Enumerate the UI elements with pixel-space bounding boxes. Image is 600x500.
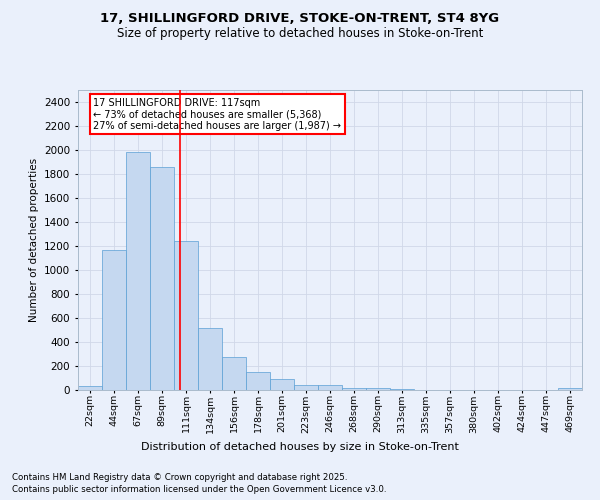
Bar <box>390 389 414 390</box>
Text: Distribution of detached houses by size in Stoke-on-Trent: Distribution of detached houses by size … <box>141 442 459 452</box>
Y-axis label: Number of detached properties: Number of detached properties <box>29 158 38 322</box>
Text: Contains public sector information licensed under the Open Government Licence v3: Contains public sector information licen… <box>12 485 386 494</box>
Text: 17 SHILLINGFORD DRIVE: 117sqm
← 73% of detached houses are smaller (5,368)
27% o: 17 SHILLINGFORD DRIVE: 117sqm ← 73% of d… <box>93 98 341 130</box>
Bar <box>150 167 174 390</box>
Text: 17, SHILLINGFORD DRIVE, STOKE-ON-TRENT, ST4 8YG: 17, SHILLINGFORD DRIVE, STOKE-ON-TRENT, … <box>100 12 500 26</box>
Bar <box>174 240 198 390</box>
Bar <box>366 388 390 390</box>
Bar <box>222 357 246 390</box>
Text: Contains HM Land Registry data © Crown copyright and database right 2025.: Contains HM Land Registry data © Crown c… <box>12 472 347 482</box>
Text: Size of property relative to detached houses in Stoke-on-Trent: Size of property relative to detached ho… <box>117 28 483 40</box>
Bar <box>270 378 294 390</box>
Bar <box>102 250 126 390</box>
Bar <box>126 152 150 390</box>
Bar <box>246 372 270 390</box>
Bar <box>294 384 318 390</box>
Bar <box>342 388 366 390</box>
Bar <box>198 328 222 390</box>
Bar <box>558 388 582 390</box>
Bar <box>318 384 342 390</box>
Bar <box>78 386 102 390</box>
